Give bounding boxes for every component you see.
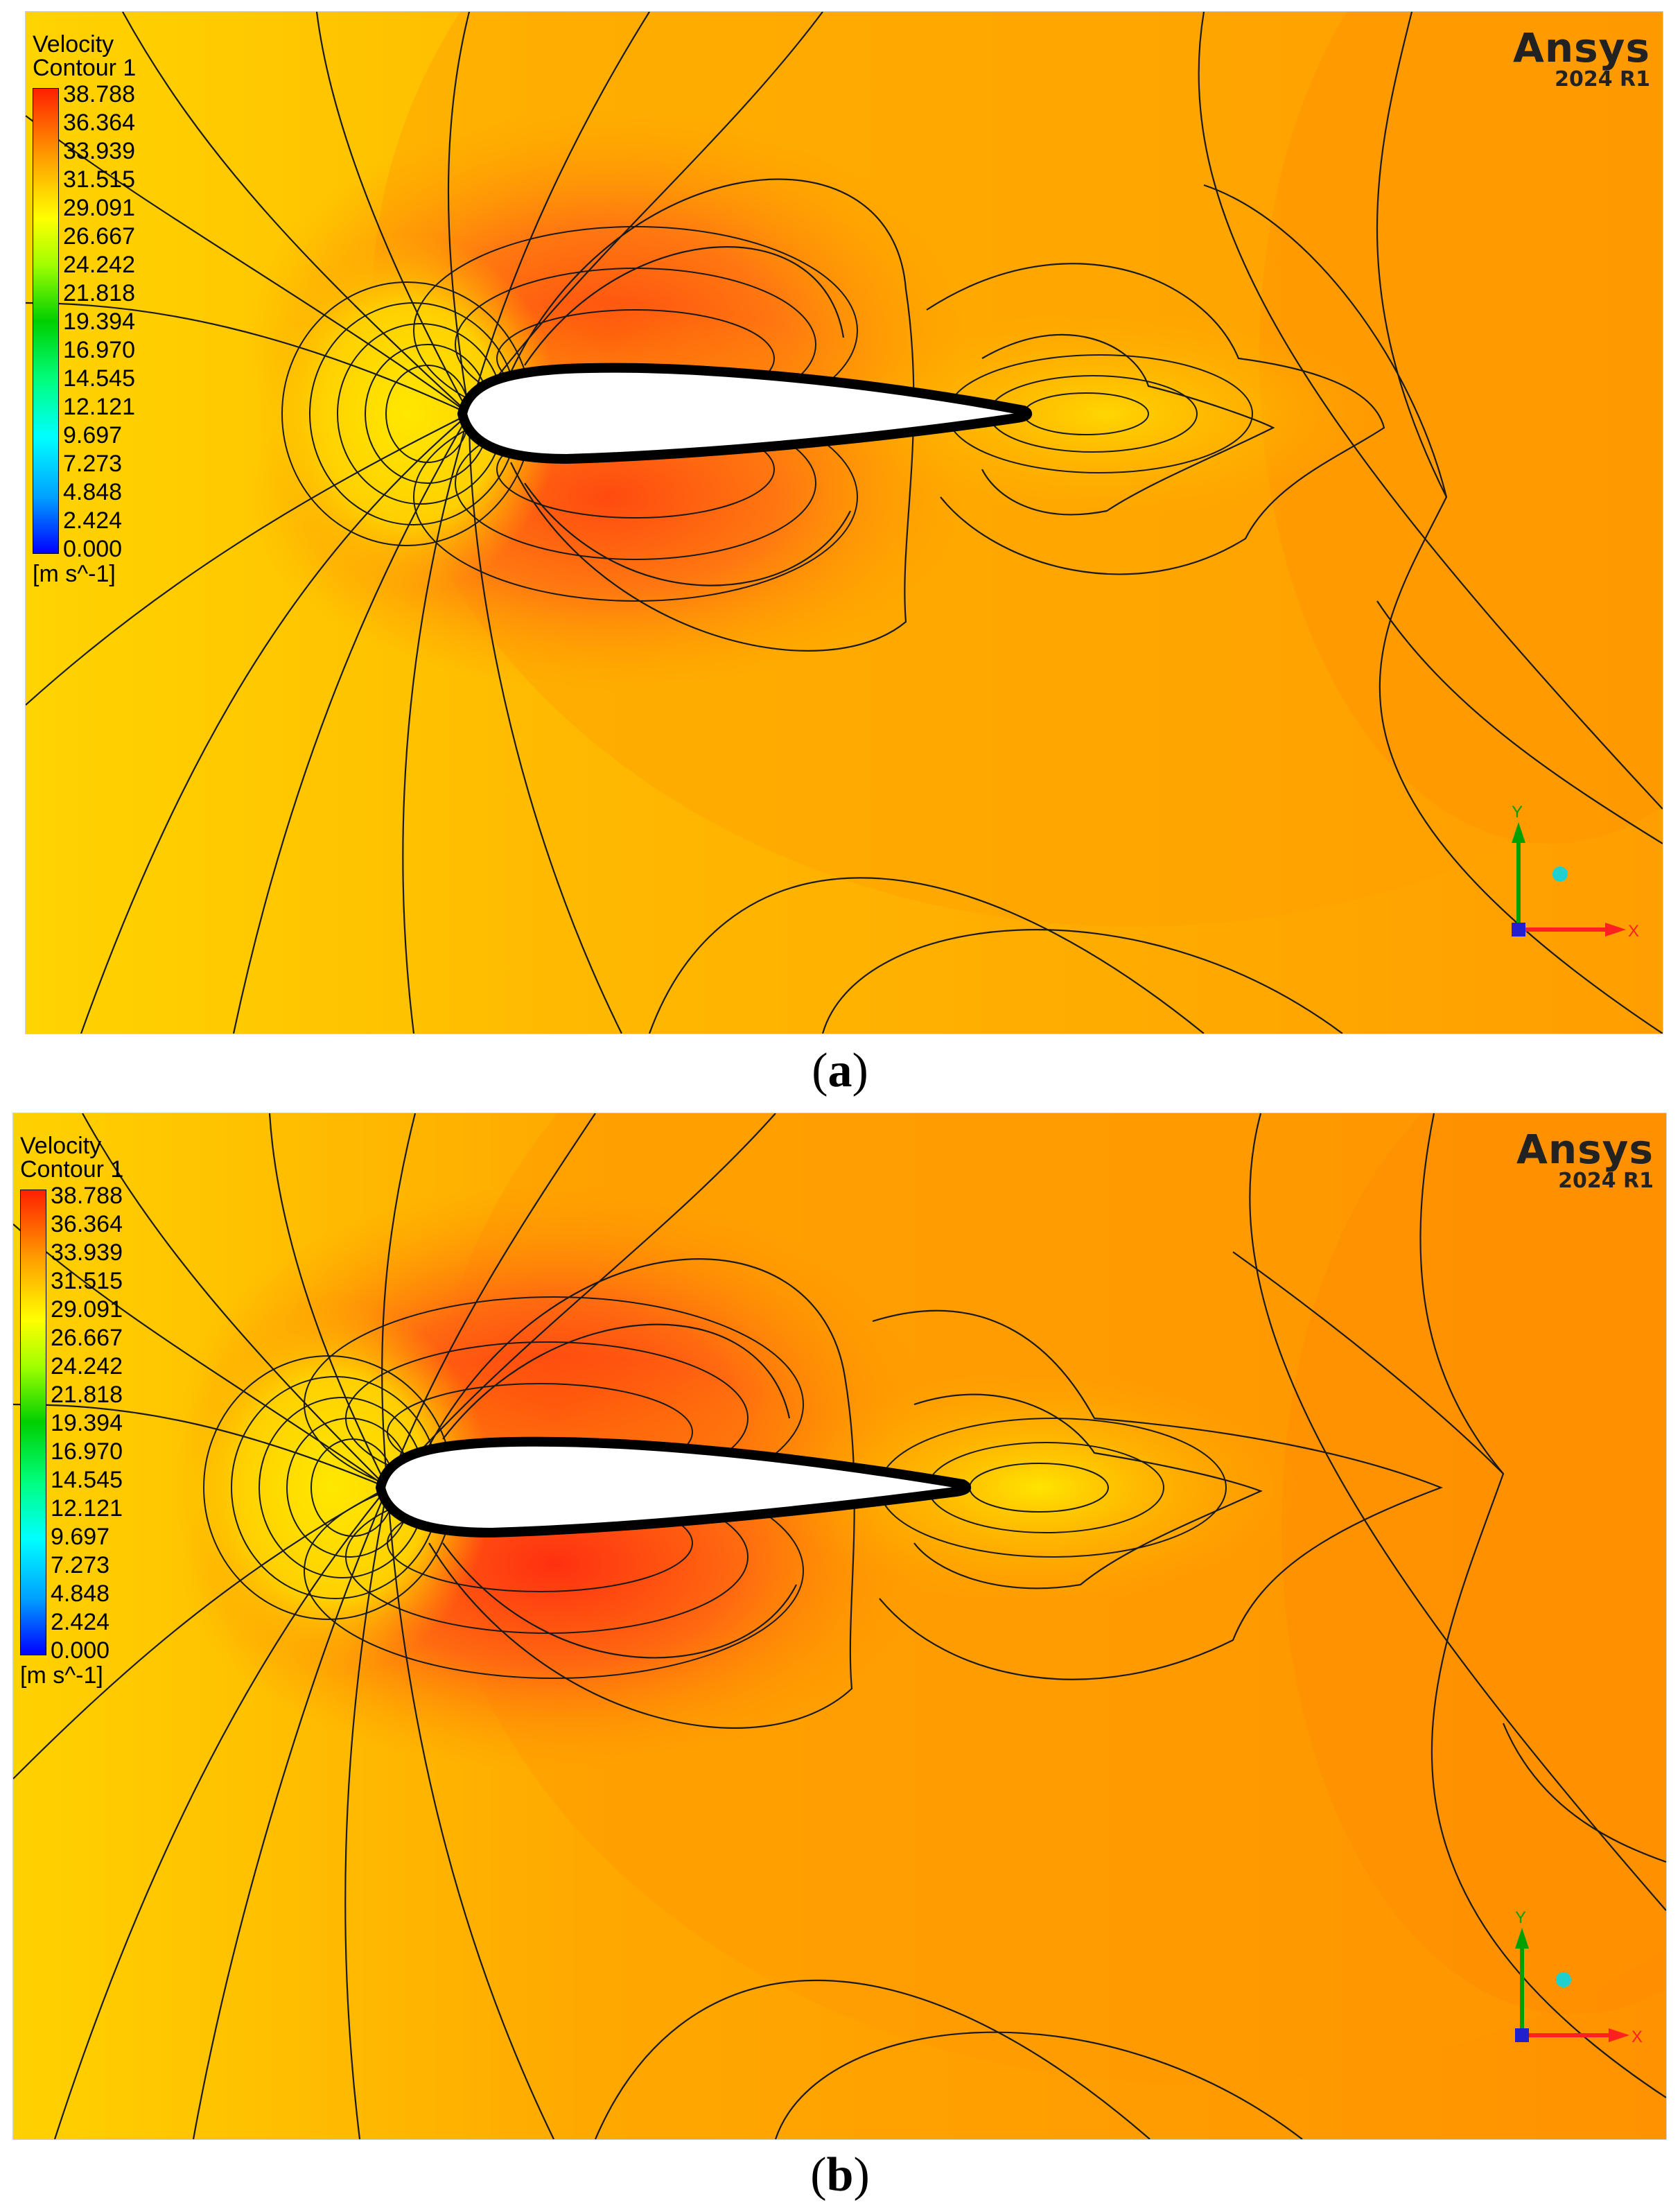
tick-label: 12.121 (51, 1495, 123, 1522)
tick-label: 4.848 (51, 1580, 110, 1607)
contour-panel-a: Velocity Contour 1 38.788 36.364 33.939 … (25, 11, 1663, 1034)
tick-label: 33.939 (51, 1239, 123, 1266)
tick-label: 36.364 (51, 1211, 123, 1237)
legend-unit: [m s^-1] (20, 1662, 103, 1689)
brand-name: Ansys (1516, 1126, 1654, 1173)
tick-label: 14.545 (51, 1467, 123, 1493)
axis-x-label: X (1628, 922, 1639, 941)
axis-triad-icon: Y X (1515, 1910, 1643, 2046)
caption-letter: a (828, 1044, 852, 1097)
tick-label: 7.273 (63, 451, 123, 477)
tick-label: 4.848 (63, 479, 123, 505)
tick-label: 14.545 (63, 365, 135, 392)
tick-label: 16.970 (63, 337, 135, 363)
legend-subtitle: Contour 1 (33, 55, 137, 81)
brand-name: Ansys (1512, 24, 1650, 71)
tick-label: 24.242 (63, 252, 135, 278)
color-legend: Velocity Contour 1 38.788 36.364 33.939 … (20, 1133, 228, 1689)
tick-label: 2.424 (63, 507, 123, 534)
color-legend: Velocity Contour 1 38.788 36.364 33.939 … (33, 31, 240, 587)
velocity-field-b (13, 1113, 1666, 2139)
caption-open: ( (810, 2148, 827, 2202)
caption-open: ( (812, 1044, 828, 1097)
tick-label: 19.394 (63, 308, 135, 335)
tick-label: 38.788 (51, 1183, 123, 1209)
legend-unit: [m s^-1] (33, 561, 116, 587)
legend-title: Velocity (33, 31, 114, 58)
colorbar (20, 1190, 46, 1655)
tick-label: 31.515 (63, 166, 135, 193)
tick-label: 33.939 (63, 138, 135, 164)
axis-x-label: X (1631, 2028, 1643, 2046)
brand-version: 2024 R1 (1555, 67, 1650, 92)
contour-panel-b: Velocity Contour 1 38.788 36.364 33.939 … (12, 1113, 1667, 2140)
legend-title: Velocity (20, 1133, 102, 1159)
tick-label: 9.697 (63, 422, 123, 449)
tick-label: 12.121 (63, 394, 135, 420)
axis-y-label: Y (1512, 805, 1523, 821)
tick-label: 0.000 (51, 1637, 110, 1664)
caption-close: ) (853, 2148, 870, 2202)
tick-label: 16.970 (51, 1438, 123, 1465)
caption-letter: b (826, 2148, 854, 2202)
tick-label: 36.364 (63, 110, 135, 136)
tick-label: 21.818 (63, 280, 135, 306)
tick-label: 7.273 (51, 1552, 110, 1578)
brand-version: 2024 R1 (1558, 1169, 1654, 1193)
axis-y-label: Y (1515, 1910, 1526, 1927)
axis-triad-icon: Y X (1512, 805, 1639, 941)
tick-label: 26.667 (51, 1325, 123, 1351)
tick-label: 21.818 (51, 1382, 123, 1408)
colorbar (33, 88, 59, 554)
tick-label: 38.788 (63, 81, 135, 107)
airfoil-a (457, 363, 1033, 464)
tick-label: 26.667 (63, 223, 135, 250)
velocity-field-a (26, 12, 1663, 1034)
ansys-logo: Ansys 2024 R1 (1516, 1129, 1654, 1192)
legend-subtitle: Contour 1 (20, 1156, 124, 1183)
tick-label: 0.000 (63, 536, 123, 562)
caption-b: (b) (0, 2148, 1680, 2203)
tick-label: 9.697 (51, 1524, 110, 1550)
caption-close: ) (852, 1044, 868, 1097)
caption-a: (a) (0, 1043, 1680, 1099)
tick-label: 29.091 (51, 1296, 123, 1323)
tick-label: 2.424 (51, 1609, 110, 1635)
tick-label: 31.515 (51, 1268, 123, 1294)
airfoil-b (375, 1436, 972, 1538)
ansys-logo: Ansys 2024 R1 (1513, 27, 1650, 91)
tick-label: 24.242 (51, 1353, 123, 1379)
tick-label: 19.394 (51, 1410, 123, 1436)
tick-label: 29.091 (63, 195, 135, 221)
